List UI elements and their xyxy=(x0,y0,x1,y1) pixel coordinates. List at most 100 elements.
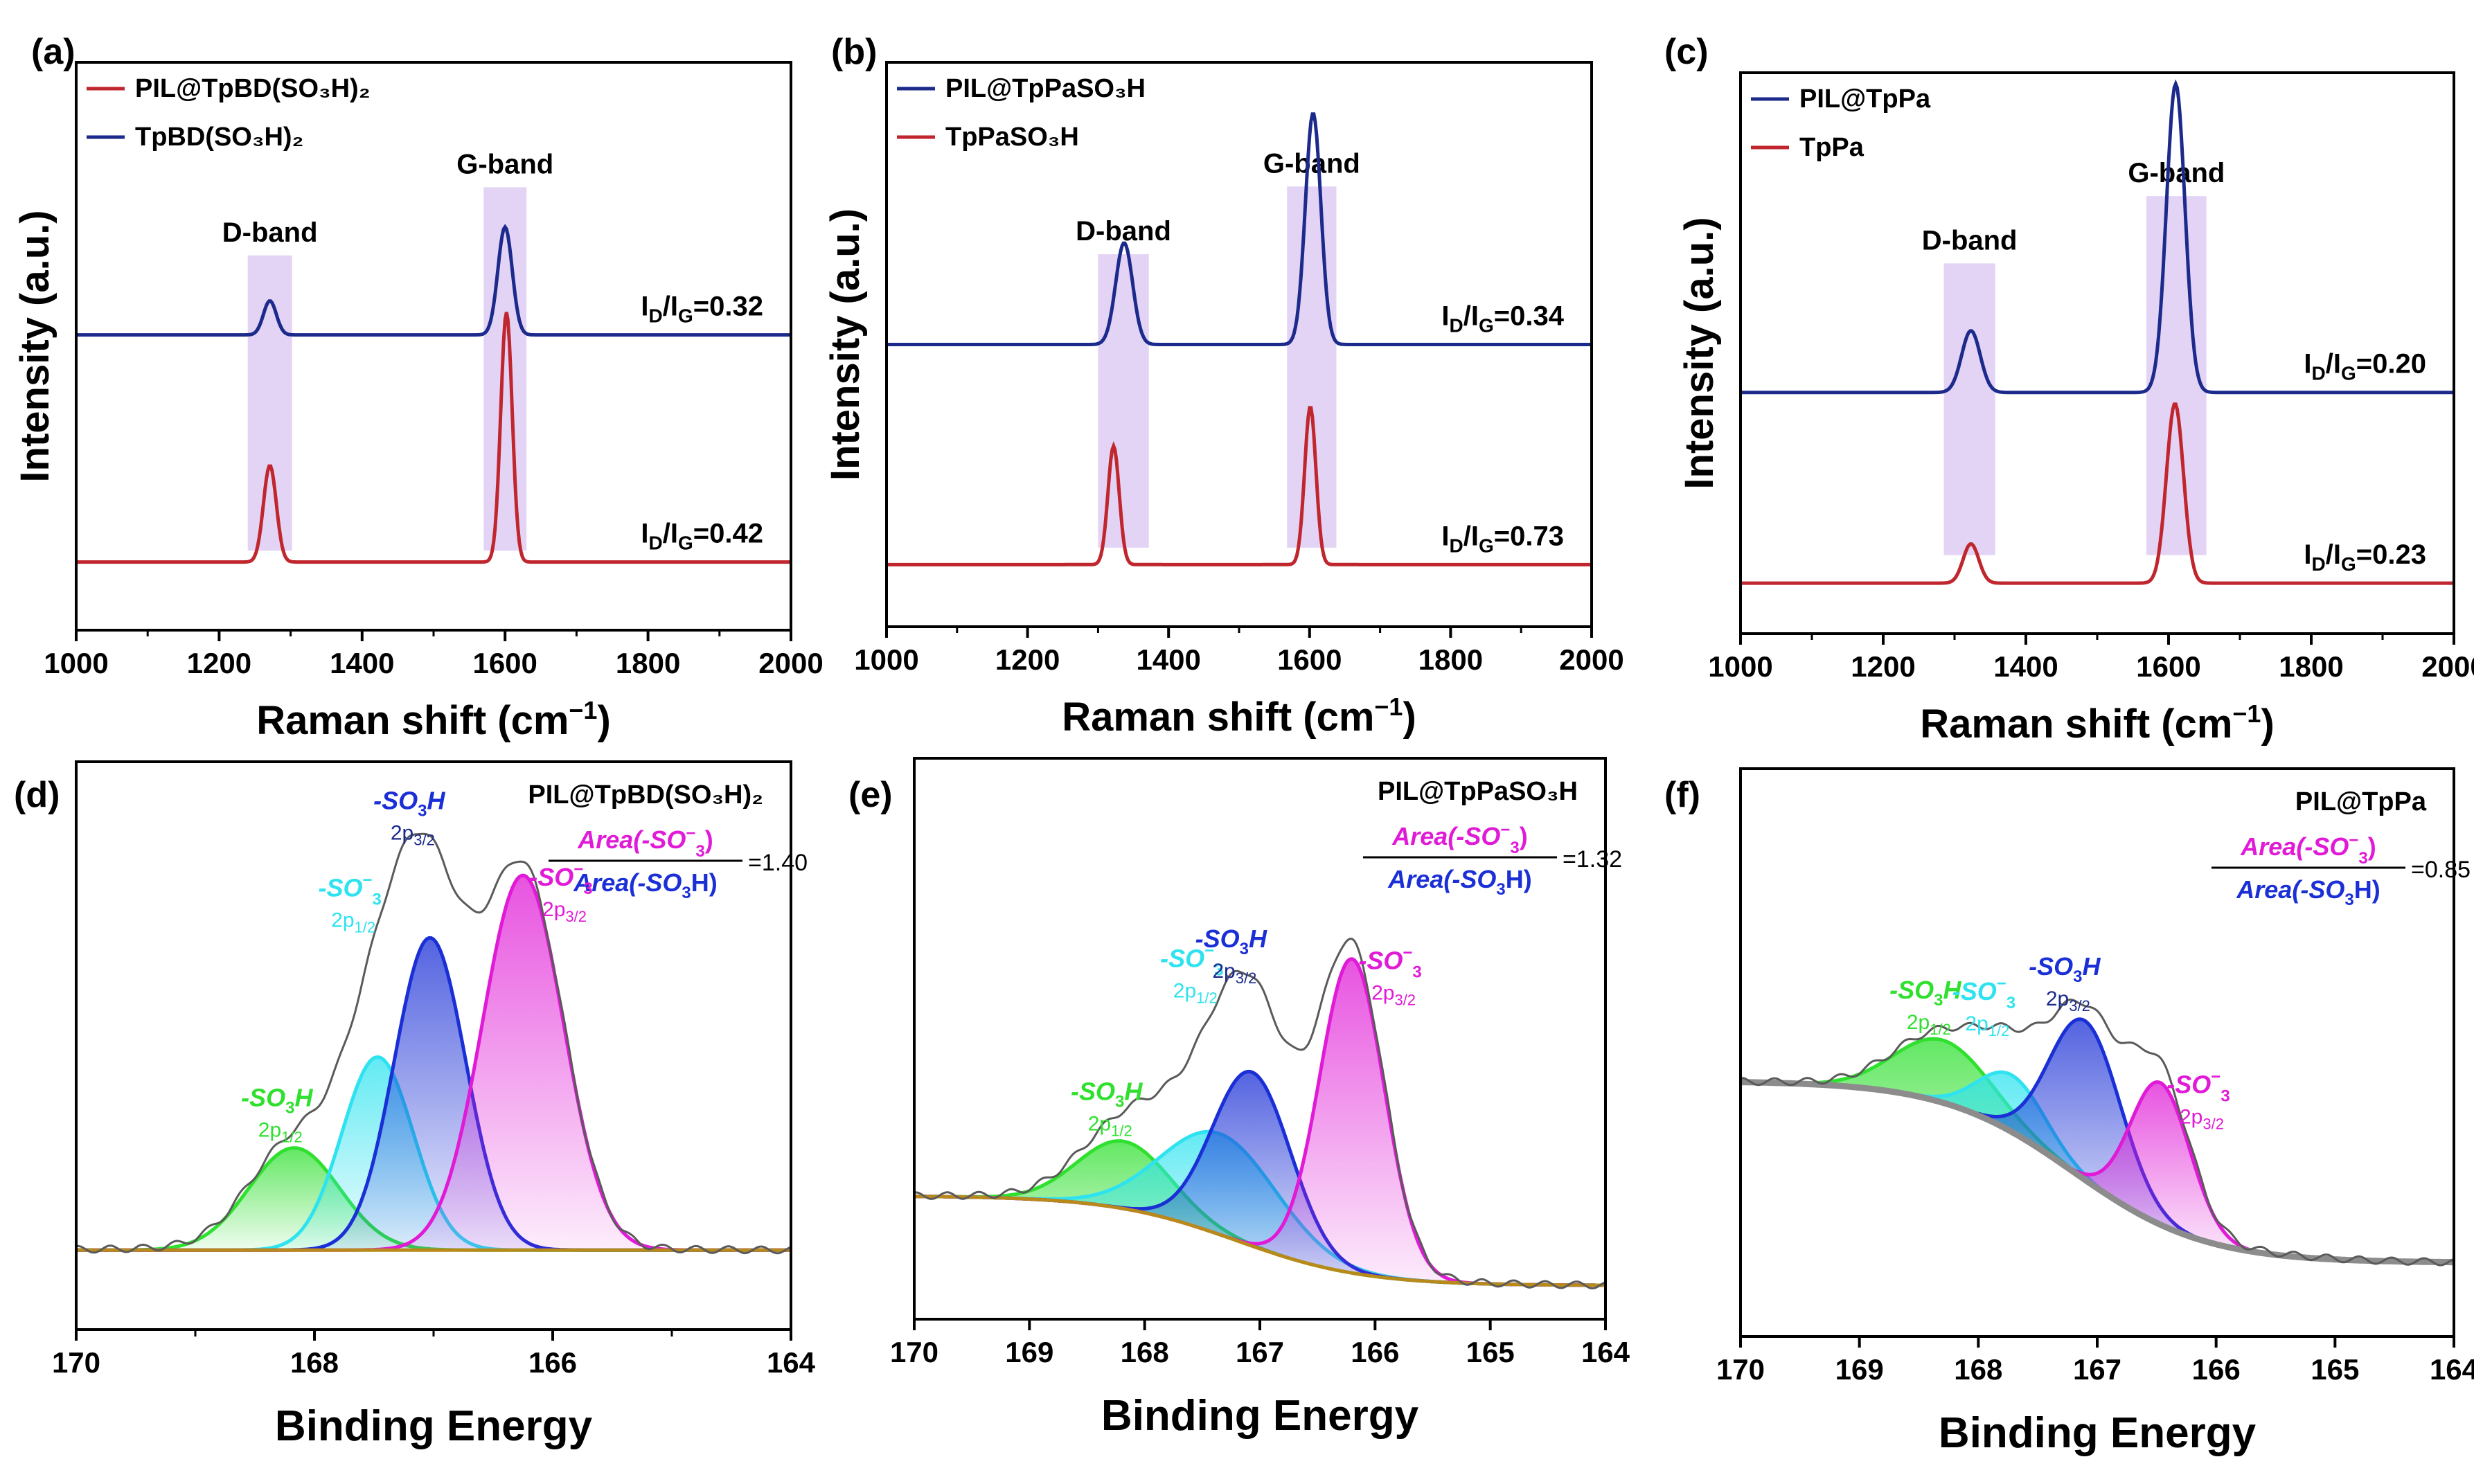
x-axis-label: Raman shift (cm−1) xyxy=(1920,699,2275,747)
peak-species-label-part: − xyxy=(2211,1067,2221,1086)
raman-panel-2: D-bandG-bandID/IG=0.20ID/IG=0.23PIL@TpPa… xyxy=(1677,71,2474,747)
peak-species-label-part: 3 xyxy=(1934,991,1943,1010)
ratio-numerator-part: − xyxy=(686,824,695,843)
ratio-denominator: Area(-SO3H) xyxy=(573,868,717,902)
peak-species-label-part: 3 xyxy=(1214,961,1223,980)
legend-label: PIL@TpBD(SO₃H)₂ xyxy=(135,74,371,103)
peak-species-label-part: -SO xyxy=(241,1084,285,1112)
peak-species-label-part: 3 xyxy=(2073,967,2082,986)
raman-panel-0: D-bandG-bandID/IG=0.32ID/IG=0.42PIL@TpBD… xyxy=(12,61,824,743)
ratio-denominator-part: (-SO xyxy=(629,868,682,897)
peak-orbital-label: 2p3/2 xyxy=(1371,982,1416,1009)
ratio-label-part: D xyxy=(2312,553,2326,575)
peak-orbital-label: 2p1/2 xyxy=(331,909,375,936)
sample-title: PIL@TpBD(SO₃H)₂ xyxy=(528,780,763,810)
ratio-value: =1.40 xyxy=(748,850,808,876)
legend-label: PIL@TpPa xyxy=(1799,84,1931,114)
ratio-denominator: Area(-SO3H) xyxy=(1387,865,1531,899)
x-tick-label: 2000 xyxy=(758,647,823,679)
ratio-value-part: 1.32 xyxy=(1576,846,1622,873)
peak-species-label-part: − xyxy=(362,871,372,890)
panel-letter: (f) xyxy=(1664,775,1700,815)
peak-orbital-label-part: 1/2 xyxy=(1111,1122,1132,1139)
x-tick-label: 168 xyxy=(1121,1336,1169,1368)
x-axis-label-part: ) xyxy=(2261,701,2274,747)
x-tick-label: 1000 xyxy=(854,643,918,676)
ratio-numerator-part: 3 xyxy=(695,842,704,861)
ratio-label-part: D xyxy=(1450,315,1463,337)
x-tick-label: 1400 xyxy=(330,647,394,679)
band-g-band xyxy=(1287,186,1337,548)
envelope-line xyxy=(914,938,1606,1290)
peak-species-label-part: -SO xyxy=(1160,945,1204,973)
ratio-label-part: G xyxy=(678,533,693,554)
x-axis-label: Binding Energy xyxy=(1939,1409,2257,1457)
x-tick-label: 1600 xyxy=(2136,650,2200,683)
peak-species-label-part: H xyxy=(427,787,446,815)
peak-orbital-label-part: 2p xyxy=(1965,1012,1988,1035)
x-axis-label-part: ) xyxy=(597,698,610,743)
peak-orbital-label: 2p3/2 xyxy=(2180,1105,2224,1132)
peak-species-label-part: 3 xyxy=(285,1099,294,1118)
ratio-label-part: D xyxy=(649,305,663,327)
peak-orbital-label-part: 2p xyxy=(2180,1105,2202,1128)
ratio-label-part: =0.34 xyxy=(1494,301,1565,332)
ratio-label-part: /I xyxy=(1463,301,1479,332)
x-tick-label: 165 xyxy=(1466,1336,1515,1368)
x-tick-label: 2000 xyxy=(1559,643,1623,676)
ratio-denominator-part: H) xyxy=(1506,865,1532,893)
peak-orbital-label: 2p1/2 xyxy=(1965,1012,2009,1039)
peak-species-label: -SO−3 xyxy=(1952,974,2015,1012)
ratio-label-part: /I xyxy=(663,292,678,322)
x-tick-label: 164 xyxy=(2430,1353,2474,1386)
peak-orbital-label-part: 1/2 xyxy=(1196,990,1218,1007)
peak-species-label-part: 3 xyxy=(1115,1092,1124,1111)
component-fill-0 xyxy=(76,1147,791,1251)
ratio-numerator-part: (-SO xyxy=(1448,822,1500,850)
ratio-label-part: I xyxy=(1441,521,1449,551)
peak-species-label-part: 3 xyxy=(418,802,427,821)
panel-letter: (d) xyxy=(14,775,60,815)
peak-orbital-label-part: 2p xyxy=(1212,960,1235,983)
peak-orbital-label-part: 2p xyxy=(331,909,354,932)
ratio-denominator: Area(-SO3H) xyxy=(2236,875,2380,909)
peak-species-label: -SO3H xyxy=(1889,976,1961,1010)
x-tick-label: 166 xyxy=(528,1346,577,1379)
peak-species-label-part: − xyxy=(1204,942,1214,960)
band-label-d-band: D-band xyxy=(222,217,318,248)
band-g-band xyxy=(483,187,527,551)
x-tick-label: 1600 xyxy=(1277,643,1342,676)
x-axis-label-part: −1 xyxy=(1374,692,1403,721)
peak-species-label-part: 3 xyxy=(1412,963,1421,982)
ratio-value: =1.32 xyxy=(1563,846,1622,873)
peak-species-label: -SO−3 xyxy=(1358,944,1421,982)
raman-panel-1: D-bandG-bandID/IG=0.34ID/IG=0.73PIL@TpPa… xyxy=(823,61,1624,740)
ratio-numerator: Area(-SO−3) xyxy=(1391,821,1527,857)
x-tick-label: 167 xyxy=(1236,1336,1284,1368)
peak-species-label-part: H xyxy=(2083,952,2101,981)
x-tick-label: 1800 xyxy=(1418,643,1483,676)
peak-orbital-label-part: 3/2 xyxy=(2202,1115,2224,1132)
peak-orbital-label: 2p1/2 xyxy=(258,1119,303,1146)
ratio-label-part: =0.23 xyxy=(2356,539,2426,570)
x-tick-label: 1400 xyxy=(1136,643,1200,676)
x-axis-label: Raman shift (cm−1) xyxy=(256,696,611,743)
x-tick-label: 1400 xyxy=(1993,650,2058,683)
peak-species-label-part: − xyxy=(1403,944,1412,963)
xps-panel-4: 170 169 168 167 166 165 164 Binding Energy PIL@T… xyxy=(890,757,1630,1440)
peak-species-label: -SO3H xyxy=(1071,1077,1143,1111)
legend-label: TpPaSO₃H xyxy=(945,123,1079,152)
x-axis-label: Binding Energy xyxy=(275,1402,593,1450)
x-tick-label: 170 xyxy=(1716,1353,1765,1386)
ratio-value-part: = xyxy=(748,850,762,876)
peak-orbital-label-part: 2p xyxy=(1088,1112,1111,1135)
series-line-1 xyxy=(1741,402,2454,585)
x-tick-label: 168 xyxy=(290,1346,339,1379)
ratio-label-part: /I xyxy=(663,519,678,549)
ratio-numerator-part: ) xyxy=(2368,832,2376,861)
peak-orbital-label-part: 2p xyxy=(1371,982,1394,1005)
sample-title: PIL@TpPaSO₃H xyxy=(1378,777,1578,806)
peak-species-label-part: 3 xyxy=(583,879,592,898)
ratio-denominator-part: H) xyxy=(2354,875,2380,904)
peak-species-label-part: -SO xyxy=(373,787,418,815)
